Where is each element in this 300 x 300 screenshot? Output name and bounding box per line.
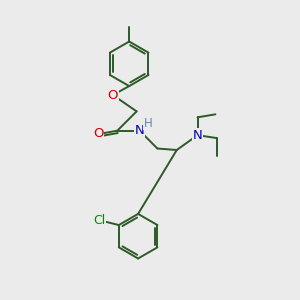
Text: N: N [193,129,202,142]
Text: O: O [93,127,104,140]
Text: H: H [143,117,152,130]
Text: O: O [108,88,118,101]
Text: N: N [135,124,145,137]
Text: Cl: Cl [93,214,106,227]
